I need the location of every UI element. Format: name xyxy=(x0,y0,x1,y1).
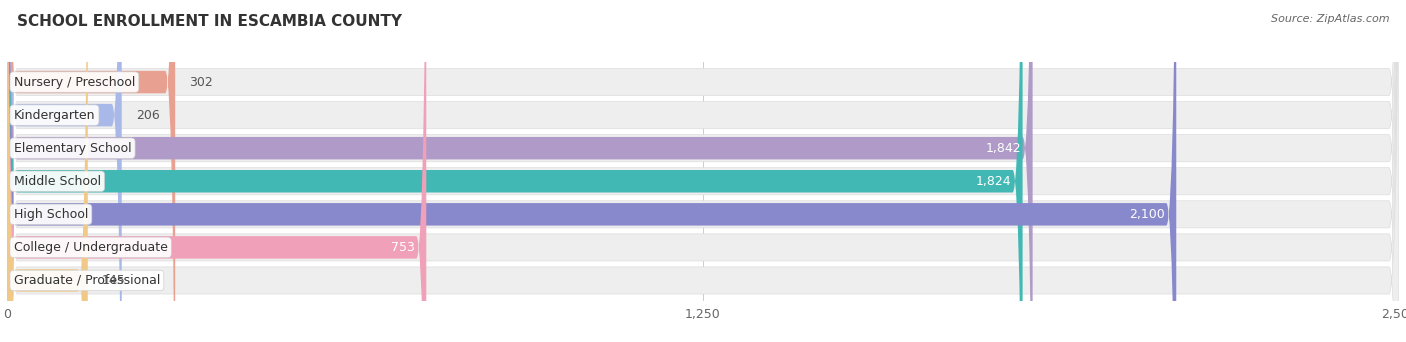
Text: 145: 145 xyxy=(101,274,125,287)
Text: 753: 753 xyxy=(391,241,415,254)
Text: Elementary School: Elementary School xyxy=(14,142,131,155)
Text: Kindergarten: Kindergarten xyxy=(14,109,96,122)
Text: Source: ZipAtlas.com: Source: ZipAtlas.com xyxy=(1271,14,1389,24)
FancyBboxPatch shape xyxy=(7,0,1399,342)
FancyBboxPatch shape xyxy=(7,0,122,342)
Text: SCHOOL ENROLLMENT IN ESCAMBIA COUNTY: SCHOOL ENROLLMENT IN ESCAMBIA COUNTY xyxy=(17,14,402,29)
FancyBboxPatch shape xyxy=(7,0,1022,342)
Text: 1,842: 1,842 xyxy=(986,142,1022,155)
Text: Middle School: Middle School xyxy=(14,175,101,188)
FancyBboxPatch shape xyxy=(7,0,1399,342)
FancyBboxPatch shape xyxy=(7,0,176,342)
Text: Graduate / Professional: Graduate / Professional xyxy=(14,274,160,287)
FancyBboxPatch shape xyxy=(7,0,87,342)
Text: Nursery / Preschool: Nursery / Preschool xyxy=(14,76,135,89)
Text: 206: 206 xyxy=(135,109,159,122)
FancyBboxPatch shape xyxy=(7,0,1399,342)
FancyBboxPatch shape xyxy=(7,0,1399,342)
FancyBboxPatch shape xyxy=(7,0,1032,342)
FancyBboxPatch shape xyxy=(7,0,1399,342)
Text: 302: 302 xyxy=(188,76,212,89)
Text: 1,824: 1,824 xyxy=(976,175,1011,188)
FancyBboxPatch shape xyxy=(7,0,1399,342)
Text: 2,100: 2,100 xyxy=(1129,208,1166,221)
FancyBboxPatch shape xyxy=(7,0,426,342)
FancyBboxPatch shape xyxy=(7,0,1399,342)
FancyBboxPatch shape xyxy=(7,0,1177,342)
Text: College / Undergraduate: College / Undergraduate xyxy=(14,241,167,254)
Text: High School: High School xyxy=(14,208,89,221)
